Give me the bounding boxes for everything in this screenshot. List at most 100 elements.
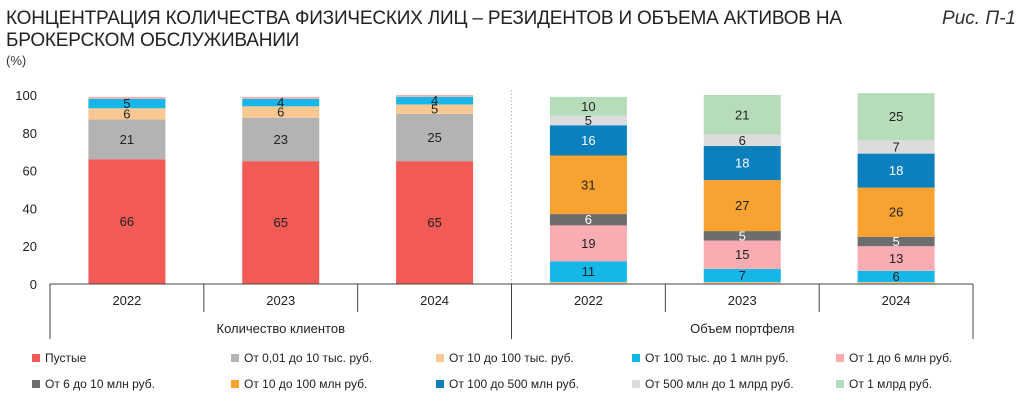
- stacked-bar-chart: 0204060801006621656523646525541119631165…: [15, 88, 974, 339]
- legend-label: От 10 до 100 тыс. руб.: [449, 351, 574, 365]
- legend-swatch: [32, 354, 40, 362]
- data-label: 7: [739, 268, 746, 283]
- legend-item: От 1 млрд руб.: [836, 377, 932, 391]
- data-label: 15: [735, 247, 749, 262]
- bar-segment: [88, 159, 166, 284]
- data-label: 5: [123, 96, 130, 111]
- bar-segment: [549, 125, 627, 156]
- data-label: 13: [889, 251, 903, 266]
- bar-segment: [857, 270, 935, 283]
- bar-segment: [703, 95, 781, 135]
- legend-swatch: [231, 354, 239, 362]
- data-label: 21: [120, 132, 134, 147]
- data-label: 25: [427, 130, 441, 145]
- legend-swatch: [32, 380, 40, 388]
- data-label: 6: [277, 105, 284, 120]
- legend-item: От 100 до 500 млн руб.: [436, 377, 579, 391]
- bar-segment: [703, 268, 781, 283]
- legend-swatch: [632, 354, 640, 362]
- data-label: 6: [585, 212, 592, 227]
- x-tick-label: 2022: [112, 293, 141, 308]
- bar-segment: [857, 153, 935, 188]
- chart-title: КОНЦЕНТРАЦИЯ КОЛИЧЕСТВА ФИЗИЧЕСКИХ ЛИЦ –…: [6, 8, 842, 51]
- data-label: 19: [581, 236, 595, 251]
- bar-segment: [703, 240, 781, 269]
- x-tick-label: 2023: [266, 293, 295, 308]
- bar-segment: [549, 155, 627, 215]
- y-tick-label: 20: [23, 239, 37, 254]
- legend-item: От 500 млн до 1 млрд руб.: [632, 377, 794, 391]
- data-label: 65: [427, 215, 441, 230]
- legend-swatch: [632, 380, 640, 388]
- bar-segment: [242, 106, 320, 118]
- legend-label: От 500 млн до 1 млрд руб.: [645, 377, 794, 391]
- legend-item: От 0,01 до 10 тыс. руб.: [231, 351, 372, 365]
- legend-label: От 10 до 100 млн руб.: [244, 377, 368, 391]
- y-tick-label: 0: [30, 277, 37, 292]
- x-tick-label: 2023: [728, 293, 757, 308]
- legend-item: От 100 тыс. до 1 млн руб.: [632, 351, 788, 365]
- x-tick-label: 2024: [420, 293, 449, 308]
- bar-segment: [396, 96, 474, 105]
- x-tick-label: 2022: [574, 293, 603, 308]
- y-tick-label: 80: [23, 126, 37, 141]
- bar-segment: [396, 161, 474, 284]
- data-label: 27: [735, 198, 749, 213]
- legend-label: Пустые: [45, 351, 87, 365]
- data-label: 10: [581, 99, 595, 114]
- data-label: 31: [581, 177, 595, 192]
- data-label: 25: [889, 109, 903, 124]
- legend-label: От 6 до 10 млн руб.: [45, 377, 155, 391]
- bar-segment: [549, 115, 627, 126]
- bar-segment: [242, 98, 320, 107]
- bar-segment: [88, 119, 166, 160]
- bar-segment: [396, 113, 474, 162]
- legend-label: От 0,01 до 10 тыс. руб.: [244, 351, 373, 365]
- legend-item: От 10 до 100 тыс. руб.: [436, 351, 574, 365]
- data-label: 65: [274, 215, 288, 230]
- bar-segment: [703, 134, 781, 147]
- legend-item: От 10 до 100 млн руб.: [231, 377, 367, 391]
- data-label: 21: [735, 107, 749, 122]
- data-label: 23: [274, 132, 288, 147]
- legend-label: От 100 тыс. до 1 млн руб.: [645, 351, 789, 365]
- legend-swatch: [231, 380, 239, 388]
- legend-swatch: [436, 354, 444, 362]
- bar-segment: [857, 93, 935, 141]
- bar-segment: [88, 108, 166, 120]
- figure-label: Рис. П-1: [942, 8, 1016, 29]
- bar-segment: [88, 98, 166, 109]
- legend-label: От 1 млрд руб.: [849, 377, 933, 391]
- y-axis-unit: (%): [6, 53, 27, 68]
- x-group-label: Количество клиентов: [217, 321, 346, 336]
- data-label: 6: [123, 106, 130, 121]
- bar-segment: [703, 282, 781, 284]
- legend-item: Пустые: [32, 351, 86, 365]
- bar-segment: [857, 246, 935, 271]
- bar-segment: [396, 104, 474, 114]
- y-tick-label: 100: [15, 88, 37, 103]
- bar-segment: [857, 140, 935, 154]
- data-label: 5: [892, 234, 899, 249]
- x-group-label: Объем портфеля: [690, 321, 794, 336]
- legend-swatch: [836, 380, 844, 388]
- bar-segment: [242, 161, 320, 284]
- data-label: 4: [277, 95, 284, 110]
- legend-item: От 1 до 6 млн руб.: [836, 351, 952, 365]
- data-label: 6: [739, 133, 746, 148]
- data-label: 7: [892, 139, 899, 154]
- legend-label: От 100 до 500 млн руб.: [449, 377, 579, 391]
- bar-segment: [549, 96, 627, 116]
- data-label: 6: [892, 269, 899, 284]
- bar-segment: [549, 261, 627, 283]
- data-label: 16: [581, 133, 595, 148]
- bar-segment: [549, 214, 627, 226]
- bar-segment: [88, 96, 166, 99]
- y-tick-label: 40: [23, 201, 37, 216]
- data-label: 26: [889, 205, 903, 220]
- bar-segment: [703, 231, 781, 241]
- bar-segment: [242, 96, 320, 99]
- bar-segment: [396, 95, 474, 97]
- x-tick-label: 2024: [882, 293, 911, 308]
- bar-segment: [703, 180, 781, 232]
